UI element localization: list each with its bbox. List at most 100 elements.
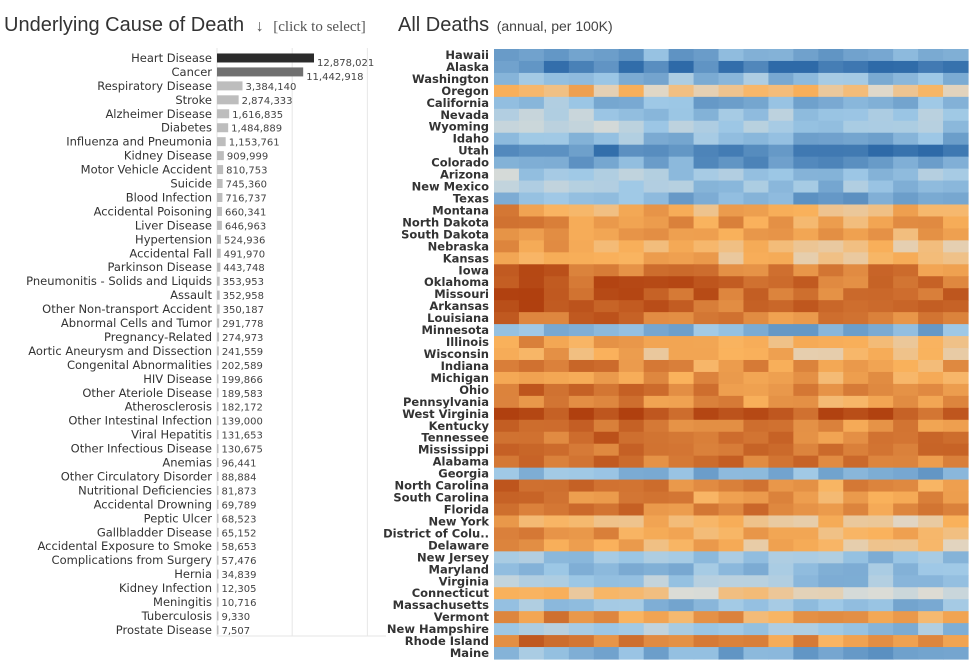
cause-category-label[interactable]: Respiratory Disease: [97, 79, 212, 93]
heatmap-cell[interactable]: [918, 563, 944, 576]
heatmap-cell[interactable]: [793, 443, 819, 457]
heatmap-cell[interactable]: [618, 623, 645, 636]
heatmap-cell[interactable]: [643, 216, 670, 230]
heatmap-cell[interactable]: [943, 60, 969, 74]
heatmap-cell[interactable]: [568, 312, 595, 325]
heatmap-cell[interactable]: [693, 599, 720, 612]
heatmap-cell[interactable]: [518, 515, 545, 529]
heatmap-cell[interactable]: [793, 599, 819, 612]
heatmap-cell[interactable]: [593, 587, 620, 600]
heatmap-cell[interactable]: [618, 108, 645, 122]
heatmap-cell[interactable]: [568, 467, 595, 481]
heatmap-cell[interactable]: [643, 635, 670, 648]
heatmap-cell[interactable]: [768, 216, 794, 230]
heatmap-cell[interactable]: [943, 84, 969, 98]
heatmap-cell[interactable]: [518, 156, 545, 170]
heatmap-cell[interactable]: [743, 49, 770, 62]
cause-category-label[interactable]: Anemias: [162, 456, 212, 470]
heatmap-cell[interactable]: [718, 240, 745, 253]
heatmap-cell[interactable]: [693, 431, 720, 445]
heatmap-cell[interactable]: [494, 467, 520, 481]
heatmap-cell[interactable]: [918, 240, 944, 253]
heatmap-cell[interactable]: [568, 395, 595, 409]
state-row-label[interactable]: Mississippi: [418, 443, 489, 457]
heatmap-cell[interactable]: [494, 563, 520, 576]
heatmap-cell[interactable]: [494, 395, 520, 409]
cause-bar[interactable]: [217, 179, 223, 189]
heatmap-cell[interactable]: [943, 204, 969, 218]
heatmap-cell[interactable]: [718, 371, 745, 385]
heatmap-cell[interactable]: [618, 336, 645, 349]
heatmap-cell[interactable]: [843, 204, 869, 218]
cause-category-label[interactable]: Assault: [170, 288, 212, 302]
heatmap-cell[interactable]: [618, 252, 645, 265]
heatmap-cell[interactable]: [494, 455, 520, 469]
state-row-label[interactable]: District of Colu..: [383, 526, 489, 540]
heatmap-cell[interactable]: [743, 348, 770, 361]
heatmap-cell[interactable]: [543, 395, 570, 409]
heatmap-cell[interactable]: [568, 120, 595, 134]
heatmap-cell[interactable]: [868, 348, 894, 361]
heatmap-cell[interactable]: [868, 204, 894, 218]
heatmap-cell[interactable]: [494, 515, 520, 529]
heatmap-cell[interactable]: [718, 575, 745, 588]
heatmap-cell[interactable]: [893, 527, 919, 540]
heatmap-cell[interactable]: [693, 324, 720, 337]
heatmap-cell[interactable]: [943, 348, 969, 361]
heatmap-cell[interactable]: [743, 563, 770, 576]
heatmap-cell[interactable]: [718, 647, 745, 660]
heatmap-cell[interactable]: [543, 647, 570, 660]
heatmap-cell[interactable]: [818, 407, 844, 421]
heatmap-cell[interactable]: [768, 96, 794, 110]
heatmap-cell[interactable]: [743, 623, 770, 636]
heatmap-cell[interactable]: [494, 575, 520, 588]
heatmap-cell[interactable]: [693, 515, 720, 529]
heatmap-cell[interactable]: [568, 455, 595, 469]
heatmap-cell[interactable]: [868, 455, 894, 469]
heatmap-cell[interactable]: [918, 120, 944, 134]
heatmap-cell[interactable]: [593, 407, 620, 421]
heatmap-cell[interactable]: [768, 252, 794, 265]
heatmap-cell[interactable]: [718, 527, 745, 540]
state-row-label[interactable]: Pennsylvania: [403, 395, 489, 409]
heatmap-cell[interactable]: [693, 479, 720, 493]
cause-bar[interactable]: [217, 290, 220, 300]
heatmap-cell[interactable]: [518, 395, 545, 409]
cause-category-label[interactable]: Peptic Ulcer: [144, 511, 213, 525]
heatmap-cell[interactable]: [868, 276, 894, 289]
heatmap-cell[interactable]: [618, 431, 645, 445]
heatmap-cell[interactable]: [768, 348, 794, 361]
heatmap-cell[interactable]: [618, 348, 645, 361]
heatmap-cell[interactable]: [943, 431, 969, 445]
cause-category-label[interactable]: Accidental Drowning: [94, 497, 212, 511]
heatmap-cell[interactable]: [943, 479, 969, 493]
heatmap-cell[interactable]: [618, 575, 645, 588]
heatmap-cell[interactable]: [768, 503, 794, 517]
heatmap-cell[interactable]: [893, 503, 919, 517]
heatmap-cell[interactable]: [793, 252, 819, 265]
cause-category-label[interactable]: Gallbladder Disease: [97, 525, 212, 539]
heatmap-cell[interactable]: [893, 371, 919, 385]
heatmap-cell[interactable]: [693, 132, 720, 146]
click-to-select-hint[interactable]: [click to select]: [273, 19, 366, 35]
heatmap-cell[interactable]: [593, 192, 620, 206]
heatmap-cell[interactable]: [668, 599, 695, 612]
heatmap-cell[interactable]: [818, 240, 844, 253]
heatmap-cell[interactable]: [843, 647, 869, 660]
cause-bar[interactable]: [217, 151, 224, 161]
heatmap-cell[interactable]: [668, 204, 695, 218]
heatmap-cell[interactable]: [643, 60, 670, 74]
heatmap-cell[interactable]: [843, 467, 869, 481]
heatmap-cell[interactable]: [568, 324, 595, 337]
heatmap-cell[interactable]: [693, 288, 720, 301]
heatmap-cell[interactable]: [568, 60, 595, 74]
heatmap-cell[interactable]: [668, 264, 695, 277]
heatmap-cell[interactable]: [568, 371, 595, 385]
heatmap-cell[interactable]: [943, 240, 969, 253]
heatmap-cell[interactable]: [668, 312, 695, 325]
heatmap-cell[interactable]: [693, 348, 720, 361]
heatmap-cell[interactable]: [668, 180, 695, 194]
heatmap-cell[interactable]: [893, 599, 919, 612]
heatmap-cell[interactable]: [593, 479, 620, 493]
heatmap-cell[interactable]: [518, 228, 545, 241]
